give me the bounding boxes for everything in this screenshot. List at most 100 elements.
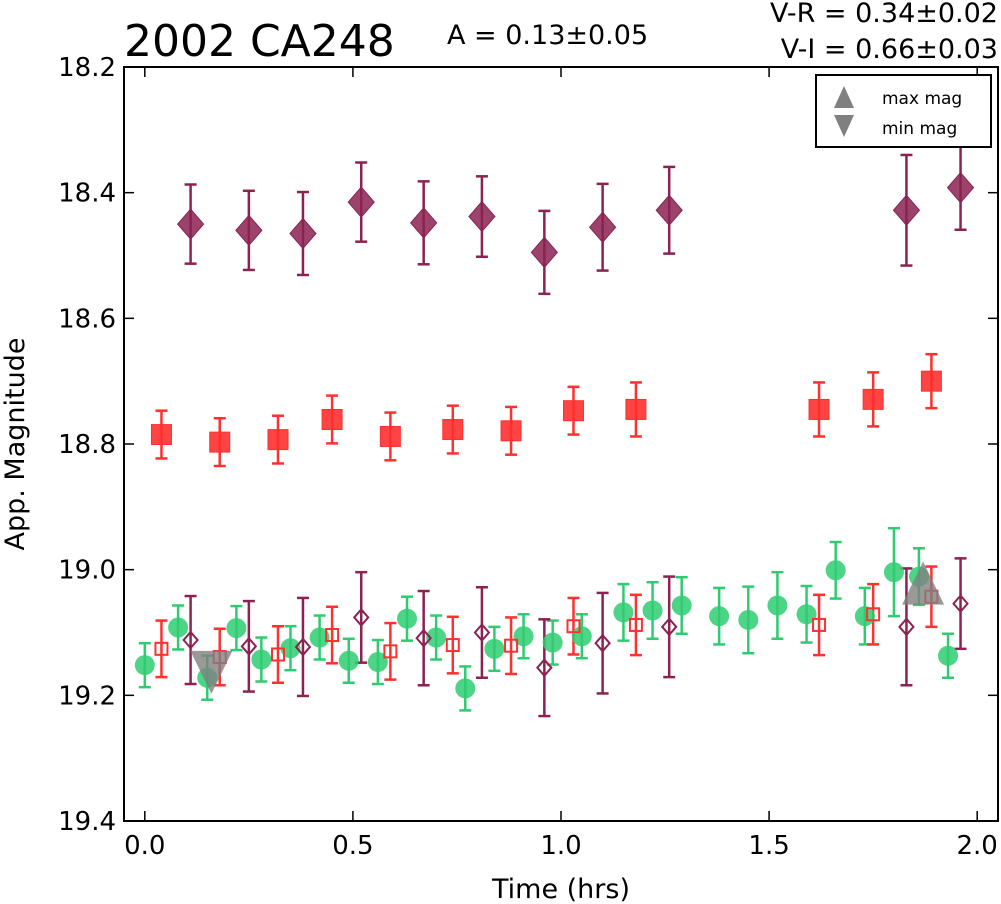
error-bar — [567, 596, 580, 656]
square-point-open — [154, 641, 169, 656]
error-bar — [155, 619, 168, 679]
diamond-point-open — [898, 617, 915, 637]
circle-point — [767, 595, 788, 616]
square-point-filled — [150, 424, 172, 446]
square-point-open — [445, 638, 460, 653]
diamond-point-filled — [588, 211, 617, 243]
diamond-point-filled — [468, 200, 496, 233]
error-bar — [505, 616, 518, 676]
error-bar — [326, 605, 339, 665]
circle-point — [367, 652, 388, 673]
error-bar — [296, 596, 309, 698]
legend-label-min-mag: min mag — [882, 119, 957, 139]
error-bar — [475, 586, 488, 679]
diamond-point-open — [660, 617, 678, 637]
circle-point — [825, 560, 846, 581]
diamond-point-filled — [892, 194, 921, 227]
square-point-filled — [500, 420, 522, 442]
square-point-filled — [267, 429, 289, 451]
y-axis-label: App. Magnitude — [0, 338, 31, 551]
y-tick-label: 18.2 — [58, 53, 116, 83]
circle-point — [513, 626, 534, 647]
error-bar — [184, 594, 197, 686]
circle-point — [426, 627, 447, 648]
square-point-open — [866, 607, 881, 622]
diamond-point-filled — [176, 208, 205, 240]
circle-point — [542, 632, 563, 653]
square-point-filled — [808, 398, 830, 420]
diamond-point-open — [352, 607, 370, 627]
diamond-point-filled — [655, 194, 683, 227]
error-bar — [596, 591, 609, 695]
diamond-point-filled — [946, 171, 975, 204]
square-point-filled — [442, 419, 464, 441]
error-bar — [629, 593, 642, 657]
error-bar — [446, 615, 459, 675]
circle-point — [796, 604, 817, 625]
square-point-filled — [562, 400, 584, 422]
diamond-point-filled — [409, 207, 438, 239]
circle-point — [883, 562, 904, 583]
circle-point — [613, 602, 634, 623]
square-point-open — [504, 638, 519, 653]
square-point-open — [325, 628, 340, 643]
error-bar — [538, 618, 551, 718]
diamond-point-filled — [235, 214, 263, 247]
x-tick-label: 0.5 — [332, 831, 373, 861]
square-point-open — [628, 617, 643, 632]
circle-point — [397, 608, 418, 629]
circle-point — [671, 595, 692, 616]
diamond-point-open — [952, 594, 969, 614]
error-bar — [271, 624, 284, 685]
circle-point — [571, 626, 592, 647]
error-bar — [417, 589, 430, 687]
diamond-point-open — [473, 622, 491, 643]
diamond-point-filled — [289, 217, 317, 250]
tick-label-layer: 0.0 0.5 1.0 1.5 2.0 18.2 18.4 18.6 18.8 19.0 19.2 1… — [58, 53, 998, 861]
x-axis-label: Time (hrs) — [491, 874, 630, 904]
circle-point — [309, 627, 330, 648]
circle-point — [338, 650, 359, 671]
diamond-point-open — [594, 633, 611, 653]
circle-point — [455, 678, 476, 699]
circle-point — [134, 655, 155, 676]
circle-point — [709, 606, 730, 627]
x-tick-label: 2.0 — [957, 831, 998, 861]
x-tick-label: 1.0 — [540, 831, 581, 861]
title-group: 2002 CA248 A = 0.13±0.05 V-R = 0.34±0.02… — [124, 0, 998, 67]
square-point-filled — [209, 431, 231, 453]
diamond-point-open — [415, 628, 432, 648]
square-point-open — [812, 617, 827, 632]
square-point-open — [566, 619, 581, 634]
plot-frame — [123, 66, 999, 822]
legend-min-mag-icon — [834, 115, 854, 137]
diamond-point-filled — [530, 236, 559, 269]
diamond-point-open — [294, 637, 312, 657]
y-tick-label: 18.4 — [58, 179, 116, 209]
x-tick-label: 1.5 — [748, 831, 789, 861]
square-point-open — [383, 644, 398, 659]
error-bar — [663, 575, 676, 679]
y-tick-label: 18.8 — [58, 430, 116, 460]
legend: max mag min mag — [815, 74, 992, 148]
square-point-filled — [379, 425, 401, 447]
diamond-point-filled — [347, 186, 375, 218]
circle-point — [226, 618, 247, 639]
circle-point — [738, 609, 759, 630]
diamond-point-open — [240, 636, 258, 656]
legend-box — [815, 74, 992, 148]
chart-title: 2002 CA248 — [124, 16, 395, 67]
max-mag-marker — [902, 561, 945, 605]
circle-point — [251, 649, 272, 670]
circle-point — [642, 600, 663, 621]
square-point-open — [270, 647, 285, 662]
y-tick-label: 18.6 — [58, 304, 116, 334]
diamond-point-open — [536, 658, 553, 678]
amplitude-label: A = 0.13±0.05 — [447, 20, 648, 51]
color-index-vi: V-I = 0.66±0.03 — [781, 34, 998, 65]
y-tick-label: 19.4 — [58, 807, 116, 837]
square-point-filled — [321, 408, 343, 430]
y-tick-label: 19.0 — [58, 556, 116, 586]
color-index-vr: V-R = 0.34±0.02 — [770, 0, 998, 29]
